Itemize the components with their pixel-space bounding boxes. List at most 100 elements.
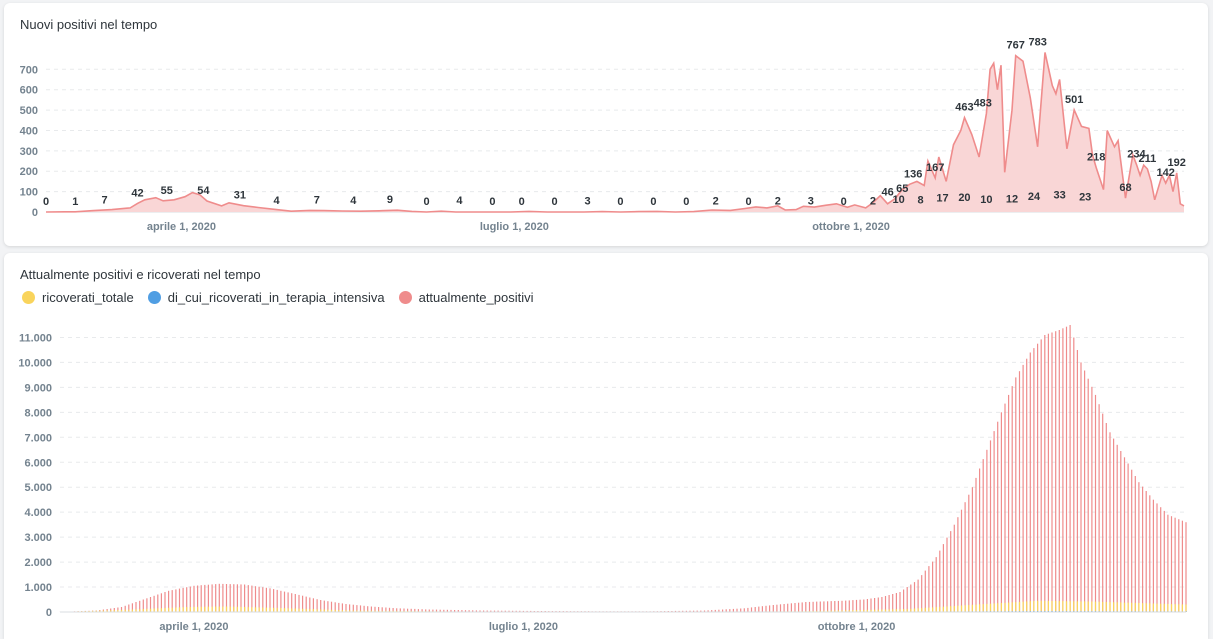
- data-label: 0: [617, 196, 623, 208]
- bar-attualmente-positivi: [128, 604, 130, 612]
- bar-ricoverati-totale: [229, 606, 231, 612]
- bar-ricoverati-totale: [298, 608, 300, 612]
- bar-attualmente-positivi: [120, 607, 123, 612]
- bar-ricoverati-totale: [881, 609, 883, 612]
- y-tick-label: 8.000: [24, 407, 52, 419]
- bar-attualmente-positivi: [381, 607, 383, 612]
- bar-attualmente-positivi: [1004, 403, 1006, 612]
- chart-title: Nuovi positivi nel tempo: [20, 17, 158, 32]
- bar-attualmente-positivi: [884, 596, 887, 612]
- y-tick-label: 600: [20, 85, 38, 97]
- bar-ricoverati-totale: [964, 605, 966, 612]
- bar-ricoverati-totale: [280, 608, 282, 612]
- bar-attualmente-positivi: [1069, 325, 1071, 612]
- bar-ricoverati-totale: [1069, 601, 1071, 612]
- current-positives-chart[interactable]: 0 1.000 2.000 3.000 4.000 5.000 6.000 7.000 8.00…: [4, 253, 1208, 639]
- bar-ricoverati-totale: [251, 607, 253, 612]
- data-label: 65: [896, 183, 908, 195]
- bar-attualmente-positivi: [1142, 486, 1144, 612]
- bar-attualmente-positivi: [392, 608, 394, 612]
- x-tick-label: ottobre 1, 2020: [818, 621, 896, 633]
- bar-ricoverati-totale: [1145, 603, 1147, 612]
- bar-ricoverati-totale: [171, 607, 173, 612]
- bar-attualmente-positivi: [1120, 451, 1122, 612]
- bar-ricoverati-totale: [892, 609, 894, 612]
- bar-ricoverati-totale: [1102, 601, 1104, 612]
- bar-attualmente-positivi: [986, 449, 988, 612]
- bar-attualmente-positivi: [157, 594, 159, 612]
- bar-ricoverati-totale: [921, 608, 923, 612]
- bar-attualmente-positivi: [349, 604, 351, 612]
- bar-attualmente-positivi: [262, 587, 264, 612]
- legend-item-attualmente-positivi[interactable]: attualmente_positivi: [398, 290, 534, 305]
- bar-attualmente-positivi: [1037, 343, 1039, 612]
- bar-attualmente-positivi: [1109, 432, 1111, 612]
- data-label: 211: [1139, 153, 1157, 165]
- legend-item-ricoverati-totale[interactable]: ricoverati_totale: [22, 290, 134, 305]
- bar-ricoverati-totale: [1094, 601, 1097, 612]
- bar-attualmente-positivi: [479, 610, 481, 612]
- new-positives-card: Nuovi positivi nel tempo 0 100 200 300 400 50…: [4, 3, 1208, 246]
- chart-legend: ricoverati_totale di_cui_ricoverati_in_t…: [22, 290, 534, 305]
- bar-attualmente-positivi: [754, 607, 756, 612]
- bar-attualmente-positivi: [823, 601, 825, 612]
- bar-attualmente-positivi: [957, 517, 959, 612]
- bar-attualmente-positivi: [718, 609, 720, 612]
- bar-attualmente-positivi: [486, 610, 488, 612]
- bar-ricoverati-totale: [1026, 601, 1028, 612]
- bar-attualmente-positivi: [1170, 516, 1173, 612]
- bar-attualmente-positivi: [1134, 476, 1136, 612]
- bar-attualmente-positivi: [950, 531, 952, 612]
- bar-attualmente-positivi: [225, 584, 228, 612]
- bar-attualmente-positivi: [200, 585, 202, 612]
- bar-attualmente-positivi: [1094, 394, 1097, 612]
- bar-ricoverati-totale: [334, 609, 336, 612]
- bar-ricoverati-totale: [953, 606, 955, 612]
- bar-ricoverati-totale: [374, 610, 376, 612]
- bar-attualmente-positivi: [204, 584, 206, 612]
- y-tick-label: 400: [20, 125, 38, 137]
- bar-ricoverati-totale: [341, 610, 343, 612]
- bar-ricoverati-totale: [1087, 601, 1089, 612]
- bar-attualmente-positivi: [526, 610, 528, 612]
- y-tick-label: 1.000: [24, 582, 52, 594]
- bar-attualmente-positivi: [852, 600, 854, 612]
- bar-ricoverati-totale: [1181, 604, 1183, 612]
- data-label: 0: [841, 196, 847, 208]
- series-line: [45, 52, 1185, 213]
- bar-ricoverati-totale: [113, 610, 115, 612]
- bar-ricoverati-totale: [1011, 602, 1013, 612]
- bar-attualmente-positivi: [493, 610, 496, 612]
- bar-ricoverati-totale: [1040, 600, 1042, 612]
- data-label: 0: [519, 196, 525, 208]
- bar-ricoverati-totale: [381, 610, 383, 612]
- bar-attualmente-positivi: [863, 599, 865, 612]
- bar-ricoverati-totale: [1127, 602, 1129, 612]
- bar-attualmente-positivi: [693, 610, 695, 612]
- bar-attualmente-positivi: [1167, 514, 1169, 612]
- bar-attualmente-positivi: [964, 502, 966, 612]
- bar-attualmente-positivi: [153, 595, 155, 612]
- bar-ricoverati-totale: [1174, 604, 1176, 612]
- bar-attualmente-positivi: [421, 609, 423, 612]
- bar-attualmente-positivi: [175, 589, 177, 612]
- bar-ricoverati-totale: [1044, 600, 1046, 612]
- data-label: 12: [1006, 194, 1018, 206]
- bar-ricoverati-totale: [855, 610, 858, 612]
- bar-attualmente-positivi: [182, 587, 184, 612]
- bar-ricoverati-totale: [305, 608, 307, 612]
- legend-item-terapia-intensiva[interactable]: di_cui_ricoverati_in_terapia_intensiva: [147, 290, 385, 305]
- bar-ricoverati-totale: [979, 604, 981, 612]
- bar-ricoverati-totale: [236, 606, 238, 612]
- bar-attualmente-positivi: [790, 603, 792, 612]
- bar-ricoverati-totale: [142, 609, 144, 612]
- bar-attualmente-positivi: [848, 600, 850, 612]
- bar-attualmente-positivi: [193, 585, 195, 612]
- bar-ricoverati-totale: [294, 608, 296, 612]
- bar-attualmente-positivi: [135, 602, 137, 612]
- bar-ricoverati-totale: [370, 610, 372, 612]
- bar-attualmente-positivi: [171, 590, 173, 612]
- data-label: 7: [314, 195, 320, 207]
- bar-attualmente-positivi: [747, 607, 749, 612]
